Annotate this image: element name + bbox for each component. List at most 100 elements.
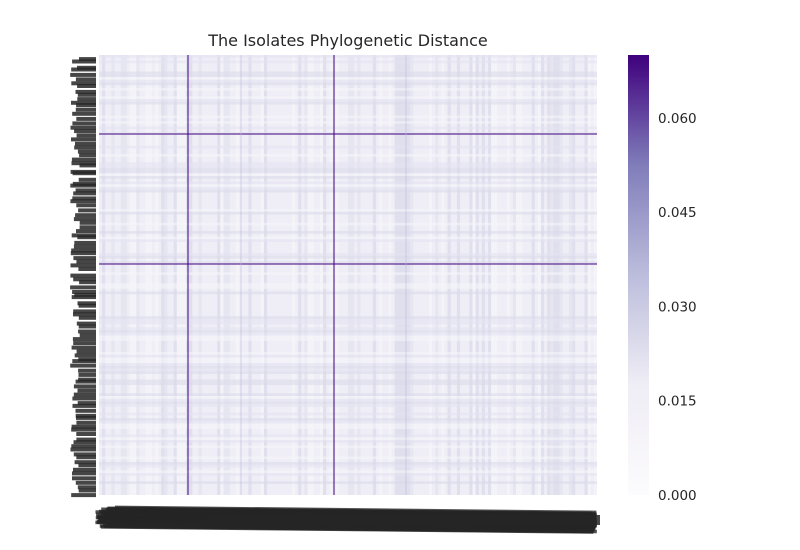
heatmap-row-band [99,327,597,330]
row-tick-label [74,460,96,465]
column-tick-labels [95,505,600,534]
heatmap-row-band [99,82,597,86]
heatmap-row-band [99,338,597,341]
heatmap-row-band [99,283,597,286]
row-tick-label [73,244,96,249]
row-tick-label [78,329,96,334]
row-tick-label [70,72,96,77]
row-tick-label [77,301,96,306]
row-tick-label [77,485,96,490]
row-tick-label [77,84,96,88]
heatmap-row-band [99,74,597,77]
heatmap-row-band [99,60,597,64]
row-tick-label [71,424,96,429]
heatmap-row-band [99,396,597,399]
row-tick-label [78,368,96,373]
row-tick-label [73,384,96,389]
row-tick-label [79,57,96,62]
heatmap-row-band [99,209,597,212]
heatmap-row-band [99,464,597,468]
heatmap-row-band [99,101,597,105]
row-tick-label [77,401,96,406]
heatmap-row-band [99,173,597,176]
row-tick-label [78,463,96,468]
row-tick-label [79,333,96,338]
row-tick-label [75,141,96,146]
row-tick-label [75,77,96,82]
row-tick-label [78,177,96,182]
heatmap-row-band [99,360,597,363]
heatmap-row-band [99,319,597,322]
heatmap-row-band [99,440,597,443]
heatmap-row-band [99,167,597,171]
heatmap-cells [99,55,597,495]
heatmap-row-band [99,393,597,396]
row-tick-label [72,337,96,342]
row-tick-label [70,447,96,452]
heatmap-row-band [99,291,597,295]
heatmap-row-band [99,335,597,339]
heatmap-row-band [99,371,597,374]
row-tick-label [70,251,96,256]
row-tick-label [73,309,96,314]
row-tick-label [72,471,96,476]
row-tick-label [72,290,96,294]
row-tick-label [77,388,96,393]
heatmap-row-band [99,222,597,226]
row-tick-label [78,324,96,329]
heatmap-outlier-lines [99,55,597,495]
heatmap-row-band [99,170,597,174]
row-tick-label [72,196,96,201]
heatmap-row-band [99,211,597,215]
row-tick-label [73,312,96,317]
heatmap-row-band [99,189,597,193]
row-tick-label [72,111,96,116]
heatmap-row-band [99,126,597,130]
row-tick-label [76,116,96,121]
heatmap-row-band [99,187,597,190]
row-tick-label [76,321,96,326]
row-tick-label [71,427,96,432]
row-tick-label [72,476,96,481]
heatmap-row-band [99,412,597,416]
heatmap-row-band [99,272,597,275]
row-tick-label [70,273,96,278]
row-tick-label [71,161,96,166]
row-tick-label [71,100,96,105]
row-tick-label [71,493,96,498]
row-tick-label [79,225,96,230]
row-tick-label [73,392,96,397]
chart-title: The Isolates Phylogenetic Distance [208,31,488,50]
row-tick-label [75,89,96,94]
heatmap-row-band [99,365,597,369]
colorbar [628,55,649,495]
row-tick-label [72,403,96,408]
row-tick-label [77,235,96,240]
heatmap-row-band [99,423,597,427]
row-tick-label [71,67,96,72]
row-tick-label [73,191,96,196]
row-tick-label [71,345,96,350]
row-tick-label [77,149,96,154]
row-tick-label [75,408,96,413]
heatmap-row-band [99,321,597,325]
heatmap-row-band [99,121,597,124]
row-tick-label [76,259,96,264]
row-tick-label [71,81,96,86]
row-tick-label [76,420,96,425]
heatmap-row-band [99,420,597,424]
heatmap-row-band [99,401,597,405]
row-tick-label [78,303,96,308]
heatmap-row-band [99,253,597,256]
row-tick-label [71,137,96,142]
row-tick-label [78,267,96,271]
row-tick-label [72,396,96,401]
row-tick-label [74,240,96,245]
heatmap-row-band [99,382,597,385]
colorbar-tick-label: 0.015 [658,394,697,410]
row-tick-label [77,92,96,97]
heatmap-row-band [99,176,597,179]
heatmap-row-band [99,445,597,449]
row-tick-label [76,415,96,420]
